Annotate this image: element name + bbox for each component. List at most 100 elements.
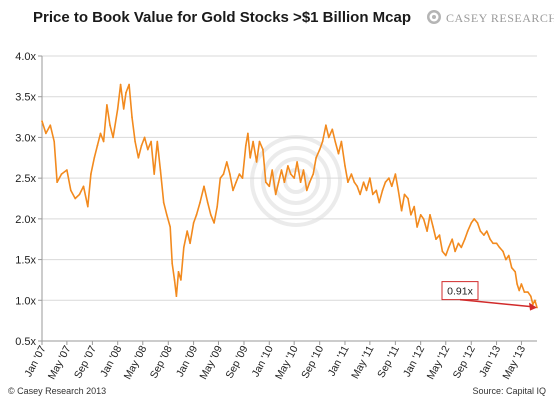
data-point xyxy=(306,189,308,192)
data-point xyxy=(520,283,523,285)
data-point xyxy=(109,124,111,126)
data-point xyxy=(74,197,76,200)
data-point xyxy=(388,177,390,179)
chart-title: Price to Book Value for Gold Stocks >$1 … xyxy=(33,9,411,26)
data-point xyxy=(106,104,108,106)
data-point xyxy=(505,258,507,261)
data-point xyxy=(384,181,387,183)
data-point xyxy=(140,144,143,147)
data-point xyxy=(271,169,274,171)
annotation-arrow xyxy=(459,298,532,308)
data-point xyxy=(216,205,218,208)
data-point xyxy=(87,205,89,208)
data-point xyxy=(527,291,529,293)
x-tick-label: May '09 xyxy=(197,344,225,382)
y-tick-label: 4.0x xyxy=(15,51,36,63)
data-point xyxy=(252,140,254,143)
y-tick-label: 1.0x xyxy=(15,295,36,307)
data-point xyxy=(302,169,305,171)
data-point xyxy=(199,201,201,204)
x-tick-label: May '13 xyxy=(500,344,528,382)
data-point xyxy=(328,136,330,139)
data-point xyxy=(70,189,72,192)
logo-icon xyxy=(427,10,441,24)
data-point xyxy=(536,306,538,309)
data-point xyxy=(296,161,298,163)
data-point xyxy=(293,177,296,179)
y-tick-label: 2.5x xyxy=(15,173,36,185)
data-point xyxy=(189,242,191,245)
data-point xyxy=(464,238,466,240)
data-point xyxy=(166,214,168,216)
data-point xyxy=(466,230,469,232)
data-point xyxy=(255,161,258,163)
data-point xyxy=(206,201,209,204)
data-point xyxy=(308,181,311,183)
annotation-label: 0.91x xyxy=(447,286,473,298)
data-point xyxy=(454,250,456,253)
data-point xyxy=(514,271,516,273)
data-point xyxy=(495,242,498,245)
data-point xyxy=(156,140,159,143)
data-point xyxy=(534,299,536,302)
data-point xyxy=(171,262,173,265)
x-tick-label: May '10 xyxy=(273,344,301,382)
data-point xyxy=(287,165,289,167)
data-point xyxy=(381,189,384,192)
x-tick-label: Sep '09 xyxy=(223,344,250,381)
data-point xyxy=(99,132,102,135)
data-point xyxy=(422,218,425,220)
data-point xyxy=(483,234,485,236)
data-point xyxy=(262,148,264,151)
footer-copyright: © Casey Research 2013 xyxy=(8,386,106,396)
data-point xyxy=(429,214,431,216)
data-point xyxy=(479,230,482,232)
x-tick-label: May '12 xyxy=(425,344,453,382)
data-point xyxy=(175,295,178,298)
data-point xyxy=(82,185,85,188)
data-point xyxy=(476,222,479,224)
data-point xyxy=(492,242,494,245)
data-point xyxy=(180,279,182,281)
logo-text: CASEY RESEARCH.COM xyxy=(446,11,554,25)
data-point xyxy=(400,209,403,212)
data-point xyxy=(147,148,149,151)
data-point xyxy=(222,173,225,175)
data-point xyxy=(416,226,418,228)
data-point xyxy=(122,108,125,110)
data-point xyxy=(325,124,327,126)
data-point xyxy=(241,177,244,179)
data-point xyxy=(516,283,518,285)
data-point xyxy=(131,116,133,118)
x-tick-label: Jan '07 xyxy=(22,344,48,379)
data-point xyxy=(159,169,162,171)
data-point xyxy=(510,266,513,269)
data-point xyxy=(210,214,212,216)
x-tick-label: Sep '12 xyxy=(451,344,478,381)
data-point xyxy=(56,181,58,183)
data-point xyxy=(53,140,55,143)
data-point xyxy=(397,189,400,192)
data-point xyxy=(102,140,105,143)
data-point xyxy=(502,250,504,253)
data-point xyxy=(96,144,99,147)
series-layer xyxy=(41,83,538,309)
data-point xyxy=(457,242,460,245)
data-point xyxy=(203,185,205,188)
data-point xyxy=(116,108,119,110)
x-tick-label: Jan '08 xyxy=(98,344,124,379)
data-point xyxy=(238,173,241,175)
data-point xyxy=(419,214,422,216)
data-point xyxy=(445,254,447,257)
x-tick-label: Jan '11 xyxy=(326,344,352,379)
annotation-layer: 0.91x xyxy=(441,281,537,311)
data-point xyxy=(441,250,444,253)
data-point xyxy=(473,218,476,220)
data-point xyxy=(378,201,381,204)
data-point xyxy=(375,189,378,192)
data-point xyxy=(119,83,122,86)
footer-source: Source: Capital IQ xyxy=(472,386,546,396)
data-point xyxy=(337,152,340,155)
